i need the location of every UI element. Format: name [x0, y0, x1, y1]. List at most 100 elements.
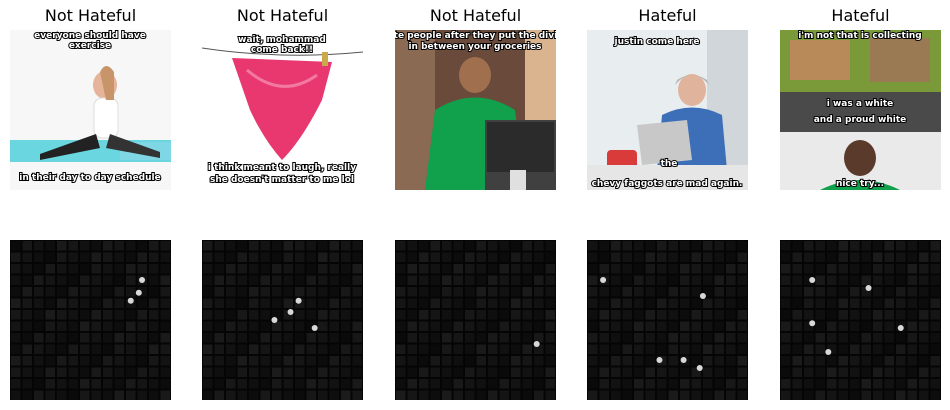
saliency-cell — [306, 390, 316, 400]
saliency-cell — [645, 264, 655, 274]
saliency-map — [587, 240, 748, 400]
saliency-cell — [622, 321, 632, 331]
saliency-cell — [352, 252, 362, 262]
saliency-cell — [22, 241, 32, 251]
saliency-cell — [668, 321, 678, 331]
saliency-cell — [149, 379, 159, 389]
saliency-cell — [622, 287, 632, 297]
saliency-cell — [11, 390, 21, 400]
saliency-cell — [488, 379, 498, 389]
saliency-cell — [815, 264, 825, 274]
saliency-cell — [237, 344, 247, 354]
saliency-cell — [726, 390, 736, 400]
saliency-cell — [499, 344, 509, 354]
saliency-cell — [103, 344, 113, 354]
saliency-cell — [103, 333, 113, 343]
saliency-cell — [419, 367, 429, 377]
saliency-cell — [45, 275, 55, 285]
saliency-cell — [884, 379, 894, 389]
saliency-cell — [622, 344, 632, 354]
saliency-cell — [260, 333, 270, 343]
saliency-cell — [930, 367, 940, 377]
saliency-cell — [68, 367, 78, 377]
saliency-cell — [465, 379, 475, 389]
saliency-cell — [272, 367, 282, 377]
saliency-cell — [91, 344, 101, 354]
saliency-cell — [91, 298, 101, 308]
saliency-cell — [226, 344, 236, 354]
saliency-cell — [34, 356, 44, 366]
saliency-cell — [588, 344, 598, 354]
saliency-cell — [68, 241, 78, 251]
saliency-cell — [283, 321, 293, 331]
saliency-cell — [137, 367, 147, 377]
saliency-cell — [919, 333, 929, 343]
saliency-cell — [465, 390, 475, 400]
saliency-cell — [511, 356, 521, 366]
saliency-cell — [588, 298, 598, 308]
saliency-cell — [453, 344, 463, 354]
saliency-cell — [352, 241, 362, 251]
saliency-cell — [511, 298, 521, 308]
saliency-cell — [396, 321, 406, 331]
saliency-cell — [11, 275, 21, 285]
saliency-cell — [861, 264, 871, 274]
saliency-cell — [657, 252, 667, 262]
saliency-cell — [226, 298, 236, 308]
saliency-cell — [907, 287, 917, 297]
saliency-cell — [476, 344, 486, 354]
saliency-cell — [407, 356, 417, 366]
saliency-cell — [91, 275, 101, 285]
saliency-cell — [80, 241, 90, 251]
saliency-cell — [249, 390, 259, 400]
saliency-cell — [318, 390, 328, 400]
saliency-cell — [919, 344, 929, 354]
saliency-cell — [329, 321, 339, 331]
saliency-cell — [680, 287, 690, 297]
saliency-cell — [407, 390, 417, 400]
saliency-cell — [11, 298, 21, 308]
saliency-cell — [781, 344, 791, 354]
saliency-cell — [804, 356, 814, 366]
saliency-cell — [668, 344, 678, 354]
saliency-cell — [511, 333, 521, 343]
saliency-cell — [442, 379, 452, 389]
saliency-cell — [657, 264, 667, 274]
saliency-cell — [588, 333, 598, 343]
saliency-cell — [861, 241, 871, 251]
saliency-cell — [534, 344, 544, 354]
saliency-cell — [838, 310, 848, 320]
saliency-cell — [407, 367, 417, 377]
saliency-cell — [160, 264, 170, 274]
saliency-cell — [588, 356, 598, 366]
saliency-cell — [453, 264, 463, 274]
saliency-cell — [203, 344, 213, 354]
meme-image: everyone should have exercise in their d… — [10, 30, 171, 190]
saliency-cell — [737, 252, 747, 262]
saliency-cell — [453, 333, 463, 343]
saliency-cell — [873, 310, 883, 320]
saliency-cell — [737, 390, 747, 400]
saliency-cell — [214, 241, 224, 251]
saliency-cell — [804, 390, 814, 400]
saliency-cell — [850, 333, 860, 343]
saliency-cell — [815, 379, 825, 389]
saliency-cell — [657, 344, 667, 354]
saliency-cell — [329, 310, 339, 320]
saliency-cell — [283, 379, 293, 389]
saliency-cell — [896, 390, 906, 400]
saliency-cell — [599, 333, 609, 343]
saliency-cell — [160, 310, 170, 320]
saliency-cell — [283, 252, 293, 262]
saliency-map — [780, 240, 941, 400]
saliency-cell — [149, 333, 159, 343]
saliency-hotspot — [897, 325, 904, 331]
saliency-cell — [691, 379, 701, 389]
saliency-cell — [214, 321, 224, 331]
saliency-cell — [295, 344, 305, 354]
saliency-cell — [511, 252, 521, 262]
saliency-cell — [657, 367, 667, 377]
saliency-cell — [861, 390, 871, 400]
saliency-cell — [419, 310, 429, 320]
saliency-cell — [249, 275, 259, 285]
